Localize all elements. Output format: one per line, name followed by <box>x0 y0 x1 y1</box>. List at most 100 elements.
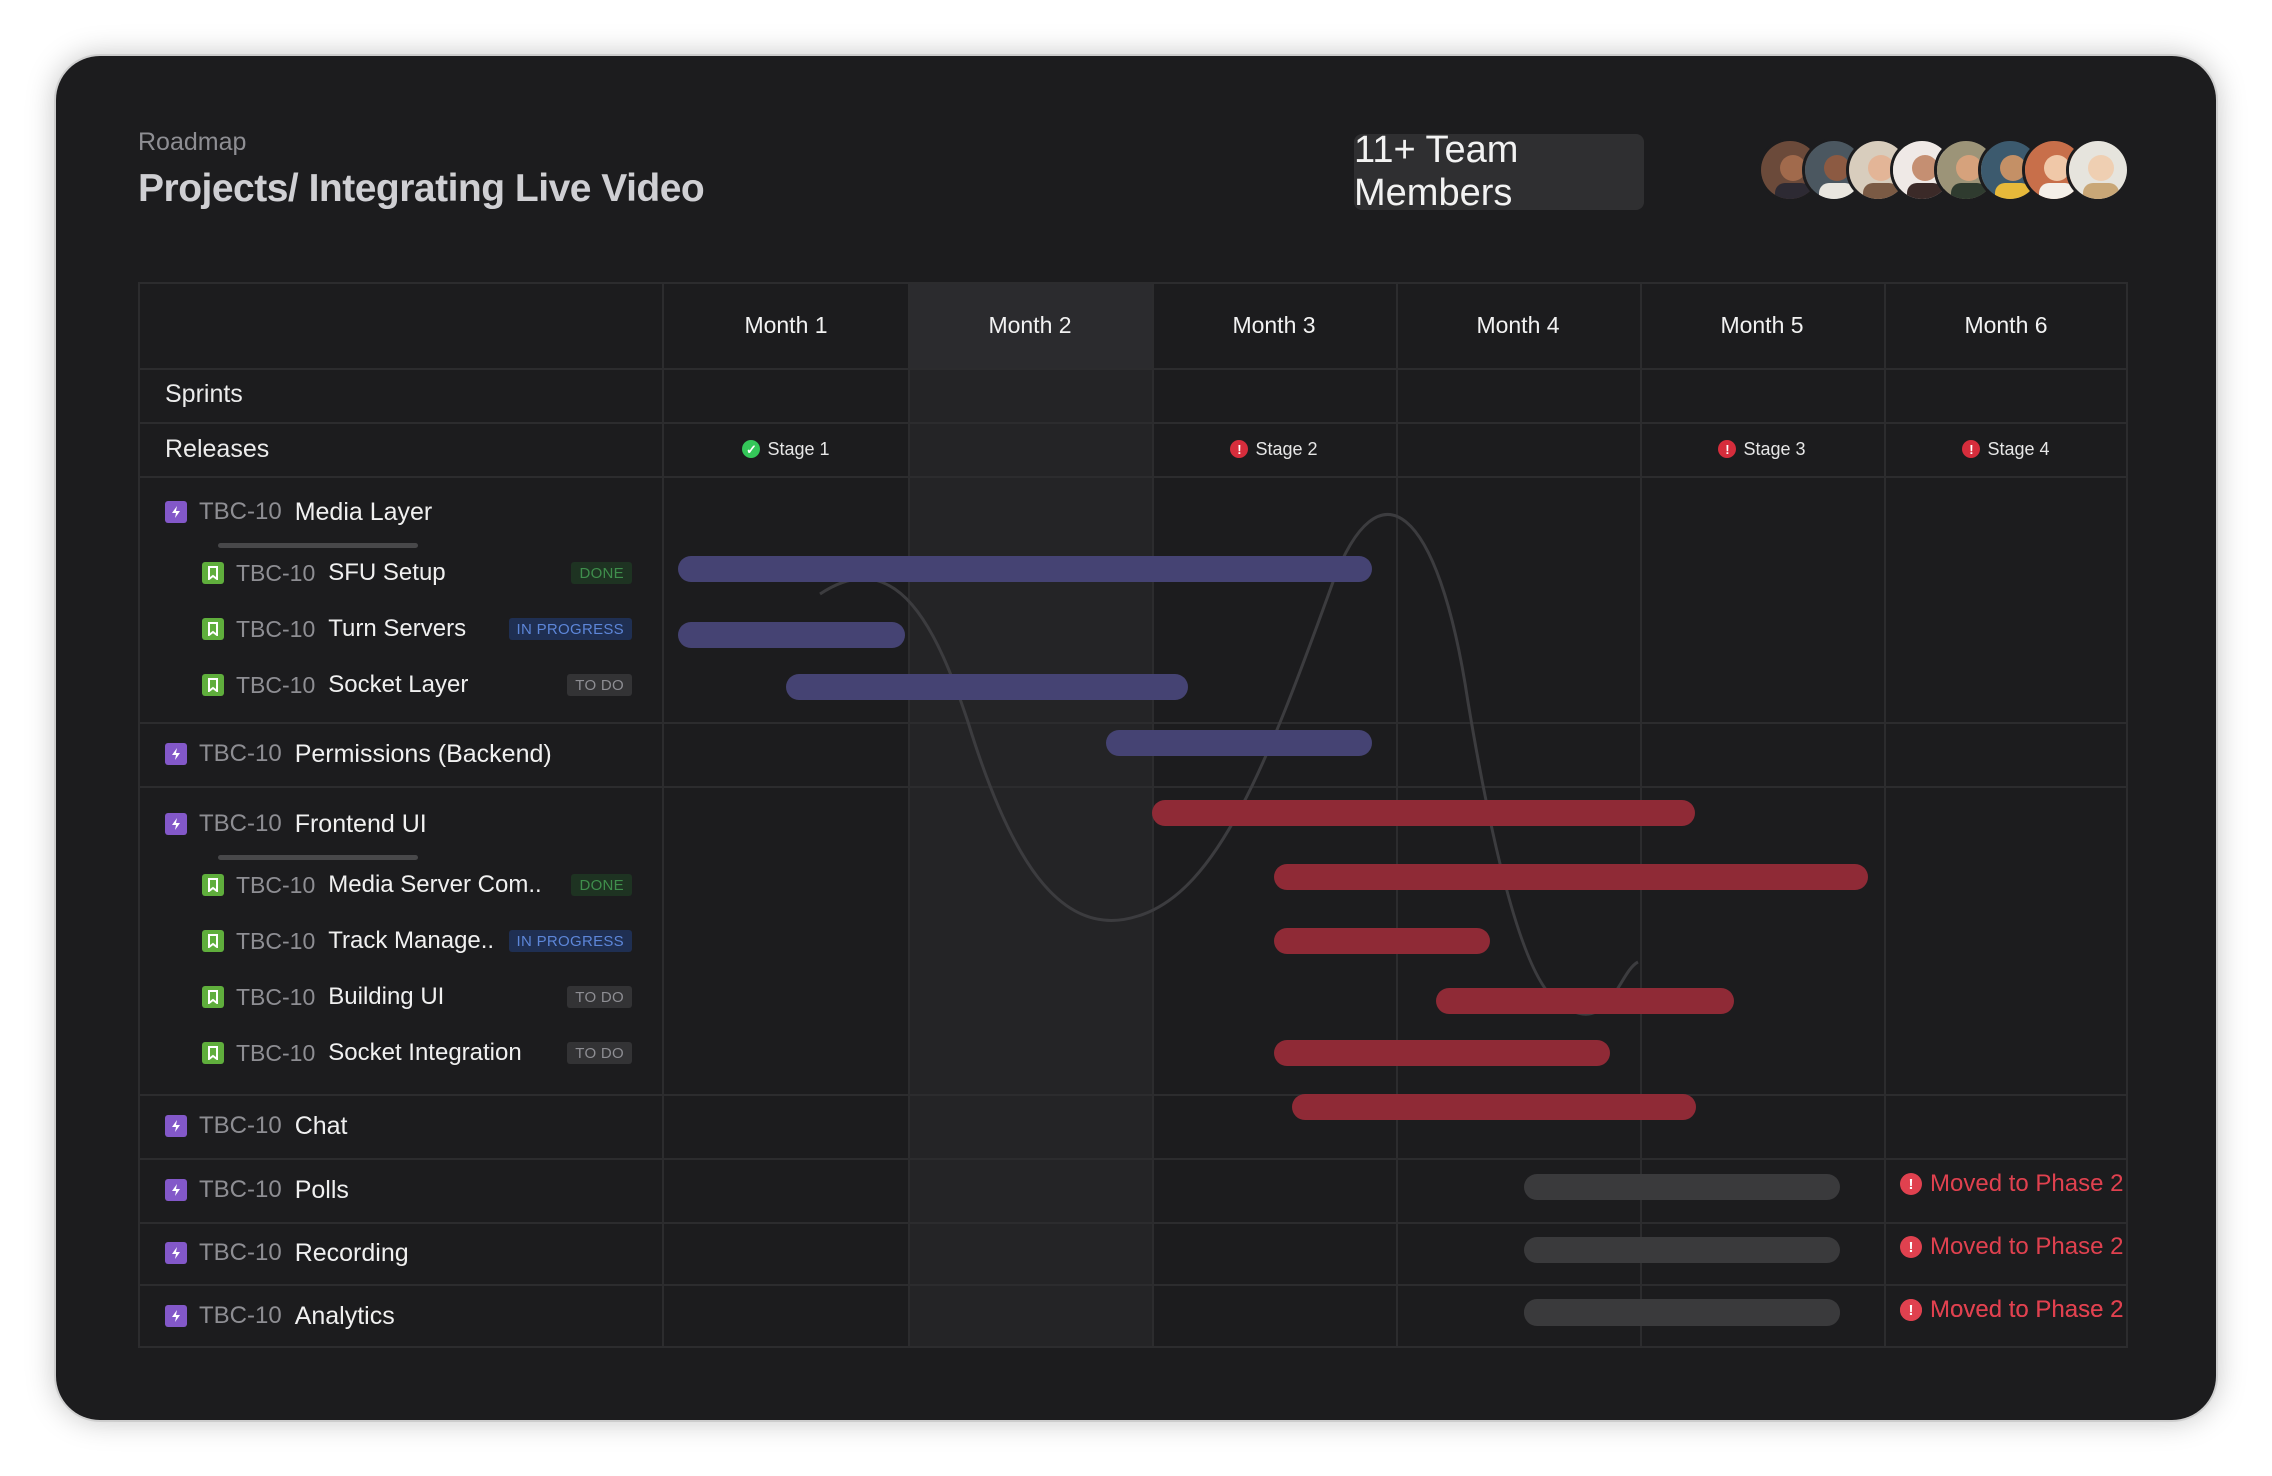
release-stage-2[interactable]: ! Stage 2 <box>1152 422 1396 476</box>
gantt-bar-building-ui[interactable] <box>1274 1040 1610 1066</box>
grid-line <box>662 282 664 1348</box>
grid-line <box>138 1158 2128 1160</box>
gantt-bar-track-manage[interactable] <box>1436 988 1734 1014</box>
grid-line <box>138 282 140 1348</box>
task-key: TBC-10 <box>199 740 282 767</box>
subtask-socket-integration[interactable]: TBC-10 Socket Integration TO DO <box>202 1033 632 1073</box>
bookmark-icon <box>202 562 224 584</box>
grid-line <box>138 1284 2128 1286</box>
task-key: TBC-10 <box>236 927 316 954</box>
moved-label: Moved to Phase 2 <box>1930 1296 2124 1323</box>
grid-line <box>138 476 2128 478</box>
moved-label: Moved to Phase 2 <box>1930 1296 2124 1323</box>
moved-label: Moved to Phase 2 <box>1930 1233 2124 1260</box>
task-name: Building UI <box>328 983 445 1010</box>
release-stage-1[interactable]: ✓ Stage 1 <box>664 422 908 476</box>
month-header[interactable]: Month 6 <box>1964 311 2048 338</box>
status-badge[interactable]: IN PROGRESS <box>508 930 632 952</box>
epic-analytics[interactable]: TBC-10 Analytics <box>165 1296 395 1336</box>
epic-media-layer[interactable]: TBC-10 Media Layer <box>165 492 432 532</box>
task-key: TBC-10 <box>236 615 316 642</box>
grid-line <box>908 282 910 1348</box>
moved-to-phase-2-recording: ! Moved to Phase 2 <box>1900 1296 2123 1324</box>
alert-circle-icon: ! <box>1962 440 1981 458</box>
gantt-bar-socket-integration[interactable] <box>1292 1094 1696 1120</box>
team-members-badge[interactable]: 11+ Team Members <box>1354 129 1644 214</box>
grid-line <box>1884 282 1886 1348</box>
epic-polls[interactable]: TBC-10 Polls <box>165 1170 349 1210</box>
moved-label: Moved to Phase 2 <box>1930 1170 2124 1197</box>
task-name: Media Server Com.. <box>328 871 542 898</box>
bookmark-icon <box>202 930 224 952</box>
task-key: TBC-10 <box>199 1302 282 1329</box>
epic-icon <box>165 1305 187 1327</box>
bookmark-icon <box>202 674 224 696</box>
task-name: Permissions (Backend) <box>294 739 552 768</box>
grid-line <box>138 1094 2128 1096</box>
breadcrumb[interactable]: Roadmap <box>138 128 247 156</box>
subtask-track-manage[interactable]: TBC-10 Track Manage.. IN PROGRESS <box>202 921 632 961</box>
stage-label: Stage 4 <box>1987 438 2050 459</box>
grid-line <box>138 422 2128 424</box>
task-key: TBC-10 <box>236 871 316 898</box>
dependency-connector <box>819 513 1639 1016</box>
task-name: Socket Integration <box>328 1039 522 1066</box>
release-stage-4[interactable]: ! Stage 4 <box>1884 422 2128 476</box>
gantt-bar-chat[interactable] <box>1524 1174 1840 1200</box>
task-name: SFU Setup <box>328 559 446 586</box>
epic-permissions-backend[interactable]: TBC-10 Permissions (Backend) <box>165 734 552 774</box>
status-badge[interactable]: DONE <box>571 562 632 584</box>
release-stage-3[interactable]: ! Stage 3 <box>1640 422 1884 476</box>
month-header[interactable]: Month 4 <box>1476 311 1560 338</box>
month-header[interactable]: Month 5 <box>1720 311 1804 338</box>
subtask-building-ui[interactable]: TBC-10 Building UI TO DO <box>202 977 632 1017</box>
status-badge[interactable]: TO DO <box>567 986 632 1008</box>
task-name: Analytics <box>294 1301 395 1330</box>
epic-icon <box>165 813 187 835</box>
task-key: TBC-10 <box>236 983 316 1010</box>
task-key: TBC-10 <box>236 559 316 586</box>
status-badge[interactable]: TO DO <box>567 1042 632 1064</box>
sprints-row-label: Sprints <box>165 380 243 408</box>
alert-circle-icon: ! <box>1900 1173 1922 1195</box>
status-badge[interactable]: DONE <box>571 874 632 896</box>
month-header[interactable]: Month 3 <box>1232 311 1316 338</box>
subtask-socket-layer[interactable]: TBC-10 Socket Layer TO DO <box>202 665 632 705</box>
gantt-bar-frontend-ui[interactable] <box>1274 864 1868 890</box>
epic-progress-underline <box>218 855 418 860</box>
avatar[interactable] <box>2066 138 2130 202</box>
status-badge[interactable]: IN PROGRESS <box>508 618 632 640</box>
gantt-bar-media-server[interactable] <box>1274 928 1490 954</box>
month-header[interactable]: Month 1 <box>744 311 828 338</box>
grid-line <box>2126 282 2128 1348</box>
gantt-bar-permissions[interactable] <box>1152 800 1695 826</box>
grid-line <box>138 1346 2128 1348</box>
gantt-bar-sfu-setup[interactable] <box>678 622 905 648</box>
gantt-grid: Month 1 Month 2 Month 3 Month 4 Month 5 … <box>138 282 2128 1348</box>
gantt-bar-analytics[interactable] <box>1524 1299 1840 1325</box>
grid-line <box>138 786 2128 788</box>
task-key: TBC-10 <box>199 1176 282 1203</box>
month-header[interactable]: Month 2 <box>988 311 1072 338</box>
task-name: Chat <box>294 1111 348 1140</box>
gantt-bar-polls[interactable] <box>1524 1237 1840 1263</box>
epic-chat[interactable]: TBC-10 Chat <box>165 1106 348 1146</box>
epic-recording[interactable]: TBC-10 Recording <box>165 1233 409 1273</box>
alert-circle-icon: ! <box>1900 1299 1922 1321</box>
status-badge[interactable]: TO DO <box>567 674 632 696</box>
epic-icon <box>165 501 187 523</box>
gantt-bar-socket-layer[interactable] <box>1106 730 1372 756</box>
subtask-turn-servers[interactable]: TBC-10 Turn Servers IN PROGRESS <box>202 609 632 649</box>
page-title: Projects/ Integrating Live Video <box>138 167 705 210</box>
task-name: Socket Layer <box>328 671 469 698</box>
subtask-sfu-setup[interactable]: TBC-10 SFU Setup DONE <box>202 553 632 593</box>
task-name: Turn Servers <box>328 615 467 642</box>
subtask-media-server[interactable]: TBC-10 Media Server Com.. DONE <box>202 865 632 905</box>
gantt-bar-media-layer[interactable] <box>678 556 1372 582</box>
month-2-header-highlight <box>908 282 1152 368</box>
epic-icon <box>165 743 187 765</box>
gantt-bar-turn-servers[interactable] <box>786 674 1188 700</box>
moved-to-phase-2-analytics: ! Moved to Phase 2 <box>1900 1296 2123 1324</box>
task-key: TBC-10 <box>199 810 282 837</box>
epic-frontend-ui[interactable]: TBC-10 Frontend UI <box>165 804 427 844</box>
